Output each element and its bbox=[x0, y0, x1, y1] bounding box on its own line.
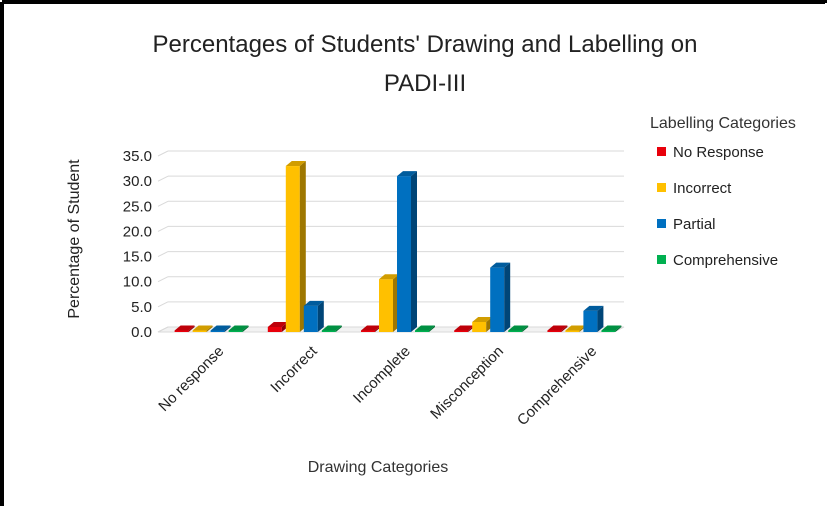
y-tick-label: 35.0 bbox=[123, 148, 152, 165]
bar-front bbox=[397, 176, 411, 332]
bar-front bbox=[415, 330, 429, 332]
bar-top bbox=[192, 325, 213, 331]
bar-top bbox=[454, 325, 475, 331]
bars bbox=[174, 161, 622, 332]
legend-entry: Incorrect bbox=[673, 180, 732, 197]
legend-swatch bbox=[657, 255, 666, 264]
legend-swatch bbox=[657, 147, 666, 156]
bar-top bbox=[303, 300, 324, 306]
bar-top bbox=[174, 325, 195, 331]
bar-front bbox=[490, 267, 505, 332]
bar-side bbox=[335, 325, 342, 332]
bar-top bbox=[490, 262, 511, 268]
chart-title-line1: Percentages of Students' Drawing and Lab… bbox=[153, 31, 698, 58]
legend-title: Labelling Categories bbox=[650, 115, 796, 132]
y-tick-label: 10.0 bbox=[123, 274, 152, 291]
bar-side bbox=[224, 325, 231, 332]
bar-front bbox=[321, 330, 336, 332]
x-axis-label: Drawing Categories bbox=[308, 459, 449, 476]
bar-top bbox=[415, 325, 435, 331]
legend-entry: No Response bbox=[673, 144, 764, 161]
y-tick-label: 25.0 bbox=[123, 198, 152, 215]
bar-top bbox=[508, 325, 529, 331]
bar-front bbox=[379, 279, 393, 332]
bar-side bbox=[206, 325, 213, 332]
legend-entry: Partial bbox=[673, 216, 716, 233]
bar-front bbox=[174, 330, 189, 332]
bar-side bbox=[561, 325, 568, 332]
bar-top bbox=[321, 325, 342, 331]
bar-front bbox=[228, 330, 243, 332]
bar-front bbox=[565, 330, 580, 332]
bar-side bbox=[411, 171, 417, 332]
bar-front bbox=[601, 330, 616, 332]
bar-top bbox=[397, 171, 417, 177]
bar-side bbox=[597, 305, 604, 332]
bar-side bbox=[317, 300, 324, 332]
gridline-depth bbox=[157, 225, 169, 232]
y-tick-label: 30.0 bbox=[123, 173, 152, 190]
legend-entry: Comprehensive bbox=[673, 252, 778, 269]
bar-front bbox=[192, 330, 207, 332]
bar-top bbox=[267, 321, 288, 327]
bar-top bbox=[285, 161, 306, 167]
bar-top bbox=[472, 316, 493, 322]
bar-side bbox=[429, 325, 435, 332]
bar-top bbox=[601, 325, 622, 331]
bar-top bbox=[210, 325, 231, 331]
bar-front bbox=[210, 330, 225, 332]
bar-front bbox=[361, 330, 375, 332]
legend-swatch bbox=[657, 183, 666, 192]
bar-top bbox=[583, 305, 604, 311]
gridline-depth bbox=[157, 150, 169, 157]
bar-top bbox=[379, 274, 399, 280]
gridline-depth bbox=[157, 251, 169, 258]
gridline-depth bbox=[157, 301, 169, 308]
bar-top bbox=[547, 325, 568, 331]
bar-front bbox=[508, 330, 523, 332]
y-tick-label: 5.0 bbox=[131, 299, 152, 316]
gridline-depth bbox=[157, 200, 169, 207]
bar-front bbox=[303, 305, 318, 332]
y-axis-ticks: 0.0 5.0 10.0 15.0 20.0 25.0 30.0 35.0 bbox=[123, 148, 152, 341]
bar-front bbox=[285, 166, 300, 332]
bar-top bbox=[228, 325, 249, 331]
bar-side bbox=[504, 262, 511, 332]
bar-front bbox=[472, 321, 487, 332]
bar-top bbox=[361, 325, 381, 331]
bar-front bbox=[454, 330, 469, 332]
bar-side bbox=[242, 325, 249, 332]
gridline-depth bbox=[157, 175, 169, 182]
y-tick-label: 0.0 bbox=[131, 324, 152, 341]
bar-top bbox=[565, 325, 586, 331]
bar-front bbox=[583, 310, 598, 332]
y-tick-label: 15.0 bbox=[123, 249, 152, 266]
legend-swatch bbox=[657, 219, 666, 228]
gridline-depth bbox=[157, 276, 169, 283]
y-axis-label: Percentage of Student bbox=[66, 159, 83, 319]
bar-side bbox=[188, 325, 195, 332]
bar-side bbox=[522, 325, 529, 332]
legend: Labelling Categories No Response Incorrec… bbox=[650, 115, 796, 269]
bar-side bbox=[299, 161, 306, 332]
bar-side bbox=[615, 325, 622, 332]
bar-front bbox=[547, 330, 562, 332]
y-tick-label: 20.0 bbox=[123, 223, 152, 240]
chart-title-line2: PADI-III bbox=[384, 70, 466, 97]
bar-front bbox=[267, 326, 282, 332]
